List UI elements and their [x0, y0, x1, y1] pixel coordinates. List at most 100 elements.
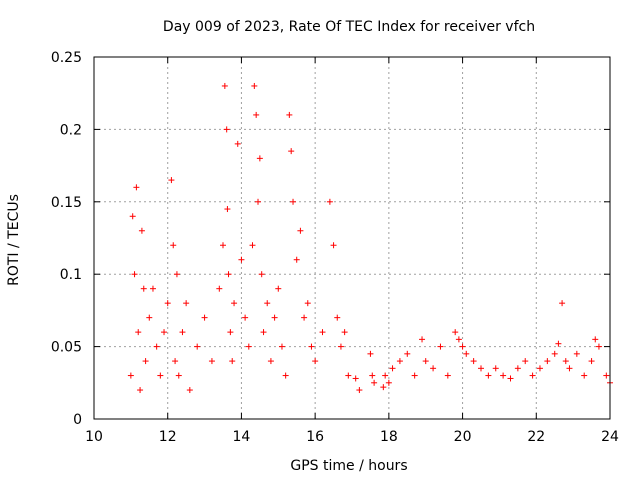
- data-point: [308, 343, 315, 350]
- data-point: [444, 372, 451, 379]
- y-tick-label: 0.2: [60, 122, 82, 138]
- data-point: [319, 329, 326, 336]
- data-point: [172, 358, 179, 365]
- data-point: [312, 358, 319, 365]
- data-point: [507, 375, 514, 382]
- data-point: [470, 358, 477, 365]
- data-point: [555, 340, 562, 347]
- data-point: [573, 350, 580, 357]
- data-point: [581, 372, 588, 379]
- data-point: [337, 343, 344, 350]
- data-point: [595, 343, 602, 350]
- x-tick-label: 20: [454, 429, 472, 445]
- data-point: [225, 271, 232, 278]
- data-point: [301, 314, 308, 321]
- x-axis-label: GPS time / hours: [290, 458, 407, 474]
- data-point: [133, 184, 140, 191]
- data-point: [382, 372, 389, 379]
- data-point: [245, 343, 252, 350]
- x-tick-label: 12: [159, 429, 177, 445]
- data-point: [293, 256, 300, 263]
- data-point: [175, 372, 182, 379]
- data-point: [389, 365, 396, 372]
- data-point: [544, 358, 551, 365]
- data-point: [173, 271, 180, 278]
- data-point: [286, 111, 293, 118]
- data-point: [411, 372, 418, 379]
- data-point: [297, 227, 304, 234]
- data-point: [164, 300, 171, 307]
- data-point: [256, 155, 263, 162]
- data-point: [282, 372, 289, 379]
- data-point: [603, 372, 610, 379]
- data-point: [251, 82, 258, 89]
- data-point: [142, 358, 149, 365]
- data-point: [369, 372, 376, 379]
- data-point: [258, 271, 265, 278]
- data-point: [264, 300, 271, 307]
- data-point: [478, 365, 484, 372]
- data-point: [208, 358, 215, 365]
- x-axis: 10 12 14 16 18 20 22 24: [85, 57, 619, 445]
- data-point: [288, 148, 295, 155]
- data-point: [131, 271, 138, 278]
- x-tick-label: 16: [306, 429, 324, 445]
- data-point: [536, 365, 543, 372]
- data-point: [183, 300, 190, 307]
- data-point: [194, 343, 201, 350]
- data-point: [492, 365, 499, 372]
- data-point: [367, 350, 374, 357]
- data-point: [161, 329, 168, 336]
- data-point: [290, 198, 297, 205]
- data-point: [459, 343, 466, 350]
- data-point: [149, 285, 156, 292]
- data-point: [224, 206, 231, 213]
- data-point: [229, 358, 236, 365]
- data-point: [334, 314, 341, 321]
- data-point: [275, 285, 282, 292]
- data-point: [238, 256, 245, 263]
- data-point: [249, 242, 256, 249]
- data-point: [345, 372, 352, 379]
- data-point: [380, 384, 387, 391]
- y-tick-label: 0: [73, 412, 82, 428]
- data-point: [186, 387, 193, 394]
- data-point: [396, 358, 403, 365]
- data-point: [485, 372, 492, 379]
- data-point: [430, 365, 437, 372]
- data-point: [168, 177, 175, 184]
- data-point: [422, 358, 429, 365]
- data-point: [559, 300, 566, 307]
- data-point: [529, 372, 536, 379]
- data-point: [385, 379, 392, 386]
- data-point: [371, 379, 378, 386]
- data-point: [253, 111, 260, 118]
- x-tick-label: 24: [601, 429, 619, 445]
- data-point: [452, 329, 459, 336]
- data-point: [227, 329, 234, 336]
- data-point: [463, 350, 470, 357]
- data-point: [138, 227, 145, 234]
- data-point: [137, 387, 144, 394]
- data-point: [157, 372, 164, 379]
- data-point: [278, 343, 285, 350]
- data-points: [127, 82, 613, 394]
- y-tick-label: 0.25: [51, 50, 82, 66]
- data-point: [260, 329, 267, 336]
- plot-frame: [93, 56, 611, 420]
- y-axis: 0 0.05 0.1 0.15 0.2 0.25: [51, 50, 610, 428]
- data-point: [140, 285, 147, 292]
- data-point: [255, 198, 262, 205]
- grid: [94, 57, 610, 419]
- data-point: [551, 350, 558, 357]
- data-point: [129, 213, 136, 220]
- data-point: [153, 343, 160, 350]
- chart-title: Day 009 of 2023, Rate Of TEC Index for r…: [163, 19, 535, 35]
- y-axis-label: ROTI / TECUs: [6, 194, 22, 286]
- data-point: [234, 140, 241, 147]
- data-point: [326, 198, 333, 205]
- data-point: [216, 285, 223, 292]
- data-point: [220, 242, 226, 249]
- data-point: [352, 375, 359, 382]
